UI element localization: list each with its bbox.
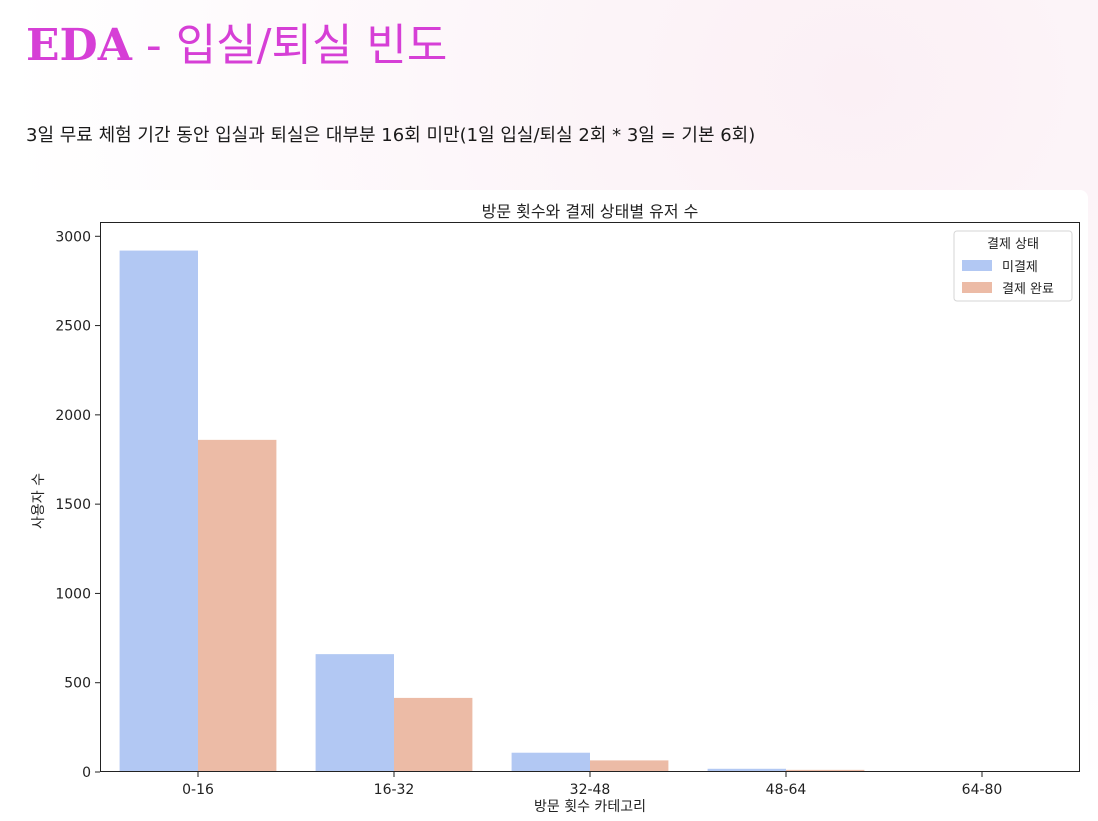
legend-swatch xyxy=(962,260,992,271)
legend-title: 결제 상태 xyxy=(987,237,1039,252)
bar-paid xyxy=(394,697,473,772)
chart-title: 방문 횟수와 결제 상태별 유저 수 xyxy=(482,202,699,221)
chart-card: 방문 횟수와 결제 상태별 유저 수 사용자 수 방문 횟수 카테고리 0 500… xyxy=(22,190,1088,821)
page-description: 3일 무료 체험 기간 동안 입실과 퇴실은 대부분 16회 미만(1일 입실/… xyxy=(26,125,756,146)
y-tick-label: 2500 xyxy=(55,319,91,335)
bar-paid xyxy=(786,769,865,772)
x-axis-label: 방문 횟수 카테고리 xyxy=(534,799,646,815)
bar-unpaid xyxy=(707,768,786,772)
y-axis-label: 사용자 수 xyxy=(31,473,47,529)
x-tick-label: 64-80 xyxy=(962,782,1003,798)
page-title-rest: - 입실/퇴실 빈도 xyxy=(131,20,448,71)
y-tick-label: 2000 xyxy=(55,408,91,424)
x-tick-label: 16-32 xyxy=(374,782,415,798)
bars-layer xyxy=(119,250,1061,773)
y-tick-label: 1500 xyxy=(55,497,91,513)
y-tick-label: 0 xyxy=(82,765,91,781)
bar-unpaid xyxy=(511,752,590,772)
chart-svg: 방문 횟수와 결제 상태별 유저 수 사용자 수 방문 횟수 카테고리 0 500… xyxy=(31,202,1080,815)
legend-swatch xyxy=(962,282,992,293)
bar-unpaid xyxy=(315,654,394,772)
legend-label: 결제 완료 xyxy=(1002,282,1054,297)
x-tick-label: 0-16 xyxy=(182,782,214,798)
y-tick-label: 1000 xyxy=(55,586,91,602)
y-tick-label: 3000 xyxy=(55,229,91,245)
plot-frame xyxy=(100,222,1080,772)
y-tick-label: 500 xyxy=(64,676,91,692)
ticks-layer: 0 500 1000 1500 2000 2500 3000 0-16 16-32 32-48 48… xyxy=(55,229,1002,798)
bar-paid xyxy=(198,439,277,772)
bar-unpaid xyxy=(119,250,198,773)
legend-label: 미결제 xyxy=(1002,260,1038,275)
x-tick-label: 48-64 xyxy=(766,782,807,798)
page-title-strong: EDA xyxy=(26,20,132,71)
x-tick-label: 32-48 xyxy=(570,782,611,798)
bar-paid xyxy=(590,760,669,772)
page-title: EDA - 입실/퇴실 빈도 xyxy=(26,18,447,74)
